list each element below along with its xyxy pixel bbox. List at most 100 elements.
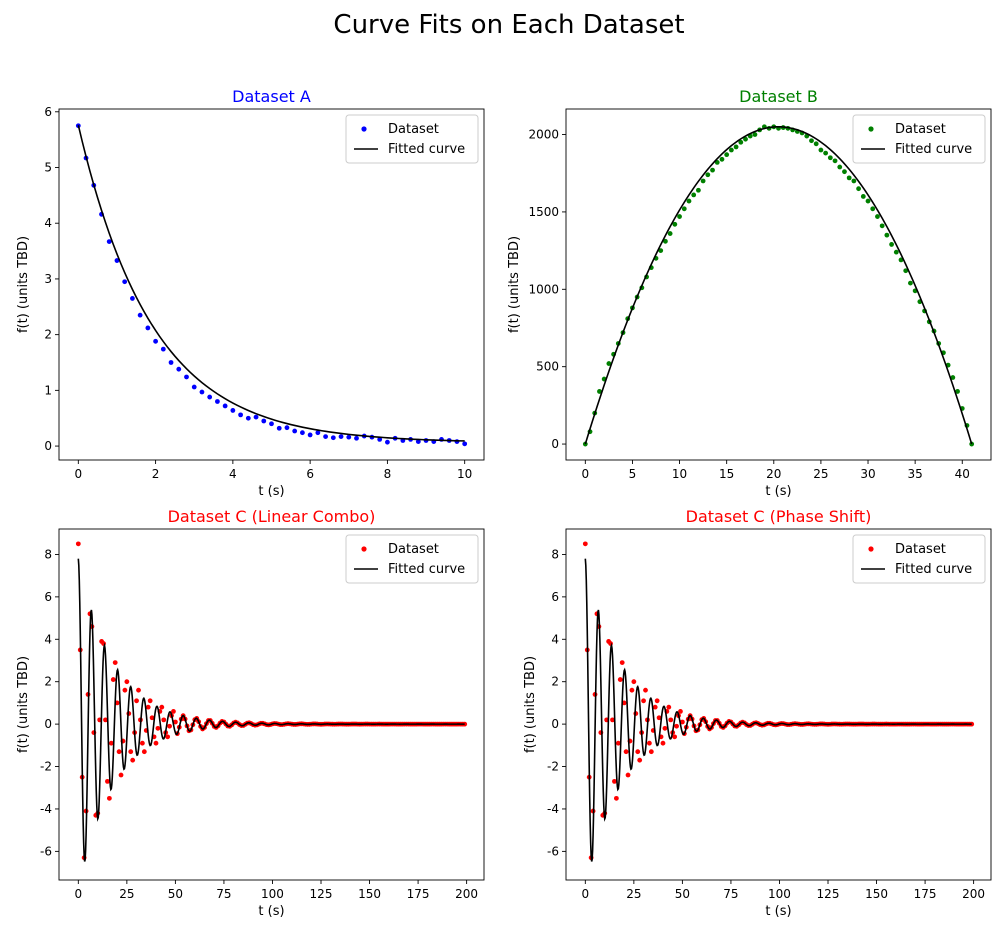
x-tick-label: 4 — [229, 467, 237, 481]
scatter-point — [677, 214, 682, 219]
subplot-1: Dataset A 0 2 4 6 8 10 0 1 2 3 4 5 6 t (s) f(t) (units … — [16, 87, 485, 499]
x-tick-label: 100 — [768, 887, 791, 901]
x-tick-label: 50 — [675, 887, 690, 901]
legend-marker-dataset — [361, 126, 367, 132]
scatter-point — [613, 795, 619, 801]
scatter-point — [207, 394, 213, 400]
scatter-point — [415, 439, 421, 445]
legend-label-dataset: Dataset — [388, 542, 439, 557]
y-tick-label: 2 — [551, 675, 559, 689]
y-tick-label: 2000 — [528, 128, 559, 142]
scatter-point — [253, 414, 259, 420]
scatter-point — [141, 749, 147, 755]
x-axis-label: t (s) — [258, 484, 284, 499]
scatter-series — [582, 541, 975, 861]
scatter-point — [903, 268, 909, 274]
scatter-point — [637, 757, 643, 763]
x-tick-label: 10 — [457, 467, 472, 481]
scatter-point — [700, 178, 706, 184]
scatter-point — [672, 221, 678, 227]
scatter-point — [813, 141, 819, 147]
scatter-point — [667, 231, 673, 236]
scatter-point — [619, 660, 625, 666]
y-tick-label: 4 — [44, 632, 52, 646]
scatter-point — [377, 436, 383, 442]
scatter-point — [728, 147, 734, 153]
scatter-point — [245, 415, 251, 421]
subplot-4: Dataset C (Phase Shift) 0 25 50 75 100 125 150 1… — [523, 507, 992, 919]
legend-label-dataset: Dataset — [895, 542, 946, 557]
axes-frame — [58, 108, 485, 461]
scatter-point — [663, 238, 668, 244]
x-tick-label: 2 — [152, 467, 160, 481]
y-tick-label: 1 — [44, 383, 52, 397]
y-tick-label: 0 — [551, 717, 559, 731]
scatter-point — [625, 772, 631, 778]
scatter-point — [307, 432, 313, 438]
scatter-point — [75, 541, 81, 547]
scatter-point — [338, 434, 344, 439]
x-tick-label: 0 — [581, 887, 589, 901]
scatter-point — [617, 677, 623, 682]
scatter-point — [652, 704, 658, 710]
scatter-point — [130, 757, 136, 763]
y-tick-label: 8 — [44, 547, 52, 561]
x-tick-label: 25 — [813, 467, 828, 481]
x-tick-label: 30 — [860, 467, 875, 481]
scatter-point — [145, 325, 151, 331]
scatter-point — [184, 374, 189, 380]
subplot-title: Dataset A — [232, 87, 311, 106]
legend-box — [852, 534, 986, 584]
scatter-point — [139, 740, 145, 746]
x-tick-label: 50 — [168, 887, 183, 901]
scatter-point — [612, 778, 617, 784]
scatter-point — [623, 749, 629, 755]
scatter-point — [969, 721, 975, 727]
scatter-point — [153, 740, 159, 746]
x-axis-label: t (s) — [765, 484, 791, 499]
y-tick-label: 2 — [44, 328, 52, 342]
y-tick-label: 6 — [44, 105, 52, 119]
y-tick-label: 1500 — [528, 205, 559, 219]
y-tick-label: 6 — [551, 590, 559, 604]
y-tick-label: 5 — [44, 161, 52, 175]
scatter-point — [823, 150, 829, 156]
scatter-point — [837, 164, 843, 170]
fitted-curve-line — [77, 124, 465, 442]
subplot-title: Dataset B — [739, 87, 818, 106]
x-tick-label: 25 — [626, 887, 641, 901]
legend: Dataset Fitted curve — [852, 534, 986, 584]
x-tick-label: 125 — [817, 887, 840, 901]
scatter-point — [710, 167, 715, 173]
scatter-point — [137, 312, 143, 318]
scatter-point — [893, 249, 899, 255]
x-tick-label: 75 — [216, 887, 231, 901]
scatter-point — [629, 687, 635, 693]
subplot-3: Dataset C (Linear Combo) 0 25 50 75 100 125 150… — [16, 507, 485, 919]
scatter-point — [875, 214, 880, 219]
scatter-point — [752, 132, 758, 137]
y-axis-label: f(t) (units TBD) — [523, 656, 538, 753]
scatter-point — [354, 435, 359, 441]
legend-label-fit: Fitted curve — [895, 562, 972, 577]
y-tick-label: -4 — [547, 802, 559, 816]
scatter-point — [261, 418, 267, 424]
scatter-point — [832, 158, 838, 164]
y-tick-label: -2 — [547, 760, 559, 774]
legend-label-fit: Fitted curve — [895, 142, 972, 157]
scatter-point — [660, 740, 666, 746]
scatter-point — [860, 194, 866, 199]
scatter-point — [879, 223, 885, 229]
scatter-point — [743, 136, 748, 142]
scatter-point — [276, 425, 282, 431]
legend: Dataset Fitted curve — [345, 114, 479, 164]
scatter-point — [714, 159, 720, 165]
scatter-point — [103, 717, 108, 723]
scatter-point — [672, 734, 678, 740]
scatter-point — [641, 698, 646, 704]
scatter-point — [606, 361, 612, 366]
scatter-point — [110, 677, 116, 682]
plot-area — [75, 123, 468, 447]
legend-label-fit: Fitted curve — [388, 562, 465, 577]
scatter-series — [75, 123, 468, 447]
